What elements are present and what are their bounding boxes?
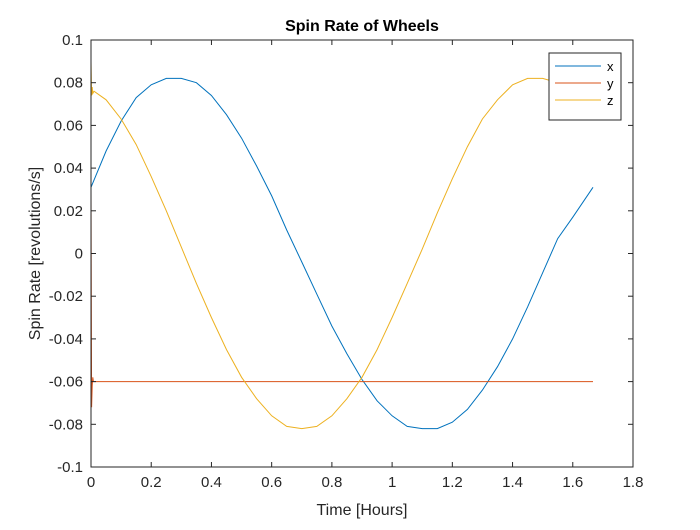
y-axis-label: Spin Rate [revolutions/s] (27, 167, 44, 340)
x-tick-label: 1.2 (442, 474, 463, 491)
y-tick-label: 0.04 (54, 160, 83, 177)
legend-label-x: x (607, 59, 614, 74)
legend-label-z: z (607, 93, 614, 108)
x-tick-label: 0.4 (201, 474, 222, 491)
y-tick-label: 0.02 (54, 203, 83, 220)
y-tick-label: -0.08 (49, 416, 83, 433)
x-tick-label: 0.2 (141, 474, 162, 491)
y-tick-label: -0.02 (49, 288, 83, 305)
x-axis-label: Time [Hours] (317, 502, 408, 519)
legend-box (548, 52, 622, 121)
x-tick-label: 1.8 (623, 474, 644, 491)
x-tick-label: 1.4 (502, 474, 523, 491)
series-line-z (90, 61, 593, 430)
legend-label-y: y (607, 76, 614, 91)
x-tick-label: 0.8 (321, 474, 342, 491)
legend: xyz (548, 52, 622, 121)
y-tick-label: 0 (75, 246, 83, 263)
x-tick-label: 0 (87, 474, 95, 491)
series-line-x (90, 77, 594, 430)
y-tick-label: -0.06 (49, 374, 83, 391)
y-tick-label: -0.04 (49, 331, 83, 348)
y-tick-label: 0.1 (62, 32, 83, 49)
y-tick-label: -0.1 (57, 459, 83, 476)
x-tick-label: 0.6 (261, 474, 282, 491)
y-tick-label: 0.08 (54, 75, 83, 92)
x-tick-label: 1 (388, 474, 396, 491)
y-tick-label: 0.06 (54, 117, 83, 134)
x-tick-label: 1.6 (562, 474, 583, 491)
axes-layer: 0 0.2 0.4 0.6 0.8 1 1.2 1.4 1.6 1.8 -0.1 -0.08 -0.06… (49, 32, 644, 491)
chart-title: Spin Rate of Wheels (285, 18, 439, 35)
plot-area (91, 40, 633, 467)
